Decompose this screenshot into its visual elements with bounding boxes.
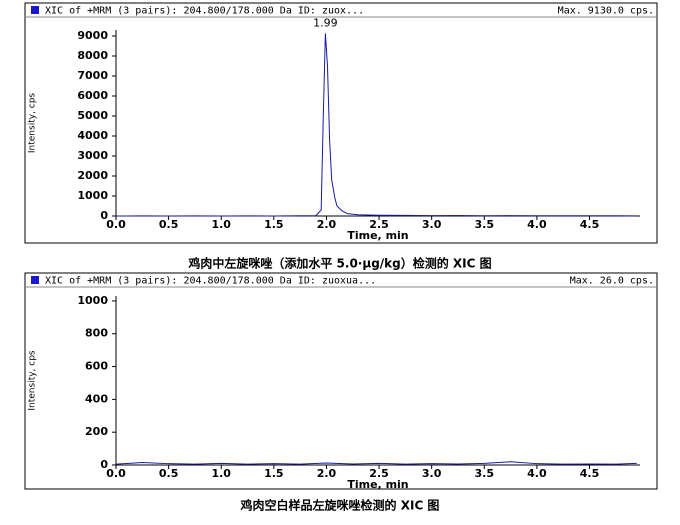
trace bbox=[115, 461, 637, 465]
x-tick-label: 1.0 bbox=[211, 467, 231, 480]
x-tick-label: 4.5 bbox=[580, 218, 600, 231]
x-tick-label: 0.5 bbox=[159, 218, 179, 231]
panel-frame bbox=[24, 2, 658, 244]
panel-frame bbox=[24, 272, 658, 490]
y-tick-label: 200 bbox=[85, 425, 108, 438]
y-axis-label: Intensity, cps bbox=[28, 93, 38, 154]
y-tick-label: 6000 bbox=[77, 89, 108, 102]
x-tick-label: 2.0 bbox=[317, 218, 337, 231]
x-tick-label: 3.0 bbox=[422, 467, 442, 480]
y-tick-label: 9000 bbox=[77, 29, 108, 42]
y-tick-label: 1000 bbox=[77, 189, 108, 202]
header-max: Max. 9130.0 cps. bbox=[558, 6, 654, 17]
y-tick-label: 800 bbox=[85, 327, 108, 340]
x-axis-label: Time, min bbox=[347, 229, 408, 242]
y-tick-label: 5000 bbox=[77, 109, 108, 122]
x-tick-label: 1.5 bbox=[264, 218, 284, 231]
caption: 鸡肉中左旋咪唑（添加水平 5.0·μg/kg）检测的 XIC 图 bbox=[187, 256, 491, 271]
trace bbox=[115, 33, 637, 217]
y-tick-label: 0 bbox=[100, 209, 108, 222]
header-icon bbox=[31, 6, 39, 14]
y-tick-label: 600 bbox=[85, 360, 108, 373]
y-tick-label: 8000 bbox=[77, 49, 108, 62]
x-tick-label: 1.0 bbox=[211, 218, 231, 231]
x-tick-label: 4.0 bbox=[527, 218, 547, 231]
x-tick-label: 4.5 bbox=[580, 467, 600, 480]
x-tick-label: 2.5 bbox=[369, 467, 389, 480]
x-tick-label: 0.0 bbox=[106, 218, 126, 231]
x-tick-label: 3.5 bbox=[475, 218, 495, 231]
header-max: Max. 26.0 cps. bbox=[570, 276, 654, 287]
y-tick-label: 7000 bbox=[77, 69, 108, 82]
header-icon bbox=[31, 276, 39, 284]
x-tick-label: 2.5 bbox=[369, 218, 389, 231]
y-axis-label: Intensity, cps bbox=[28, 350, 38, 411]
y-tick-label: 4000 bbox=[77, 129, 108, 142]
x-tick-label: 1.5 bbox=[264, 467, 284, 480]
x-tick-label: 0.5 bbox=[159, 467, 179, 480]
y-tick-label: 400 bbox=[85, 392, 108, 405]
y-tick-label: 1000 bbox=[77, 294, 108, 307]
x-tick-label: 3.0 bbox=[422, 218, 442, 231]
header-title: XIC of +MRM (3 pairs): 204.800/178.000 D… bbox=[45, 6, 364, 17]
x-tick-label: 3.5 bbox=[475, 467, 495, 480]
y-tick-label: 2000 bbox=[77, 169, 108, 182]
y-tick-label: 3000 bbox=[77, 149, 108, 162]
y-tick-label: 0 bbox=[100, 458, 108, 471]
header-title: XIC of +MRM (3 pairs): 204.800/178.000 D… bbox=[45, 276, 376, 287]
x-tick-label: 2.0 bbox=[317, 467, 337, 480]
x-axis-label: Time, min bbox=[347, 478, 408, 491]
peak-label: 1.99 bbox=[313, 16, 338, 29]
caption: 鸡肉空白样品左旋咪唑检测的 XIC 图 bbox=[240, 498, 440, 513]
x-tick-label: 4.0 bbox=[527, 467, 547, 480]
x-tick-label: 0.0 bbox=[106, 467, 126, 480]
